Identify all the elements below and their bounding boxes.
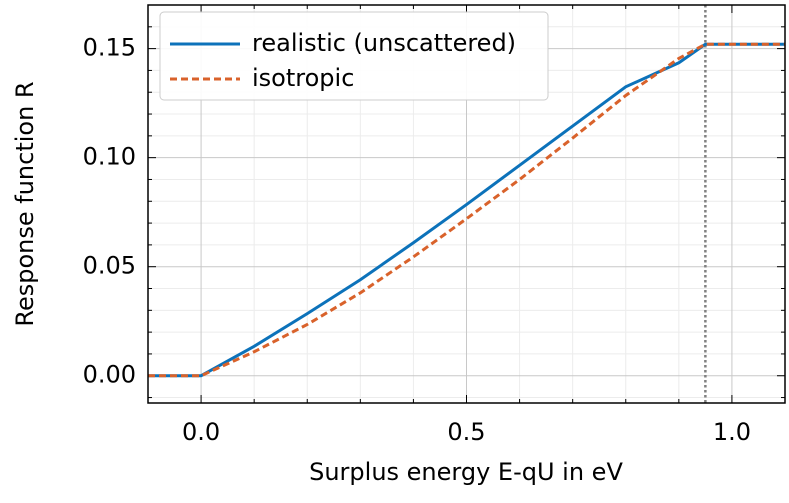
x-tick-label: 1.0 — [713, 418, 751, 446]
y-tick-label: 0.10 — [83, 143, 136, 171]
y-tick-label: 0.05 — [83, 252, 136, 280]
legend-label: isotropic — [252, 64, 354, 92]
legend-label: realistic (unscattered) — [252, 29, 516, 57]
x-tick-label: 0.5 — [447, 418, 485, 446]
x-axis-label: Surplus energy E-qU in eV — [309, 458, 623, 486]
plot-frame — [147, 4, 786, 404]
legend-box — [159, 11, 549, 101]
legend: realistic (unscattered) isotropic — [159, 11, 549, 101]
y-tick-label: 0.00 — [83, 361, 136, 389]
series-line — [148, 42, 785, 378]
y-tick-label: 0.15 — [83, 34, 136, 62]
series-line — [148, 42, 785, 378]
y-axis-label: Response function R — [11, 81, 39, 326]
x-tick-label: 0.0 — [182, 418, 220, 446]
